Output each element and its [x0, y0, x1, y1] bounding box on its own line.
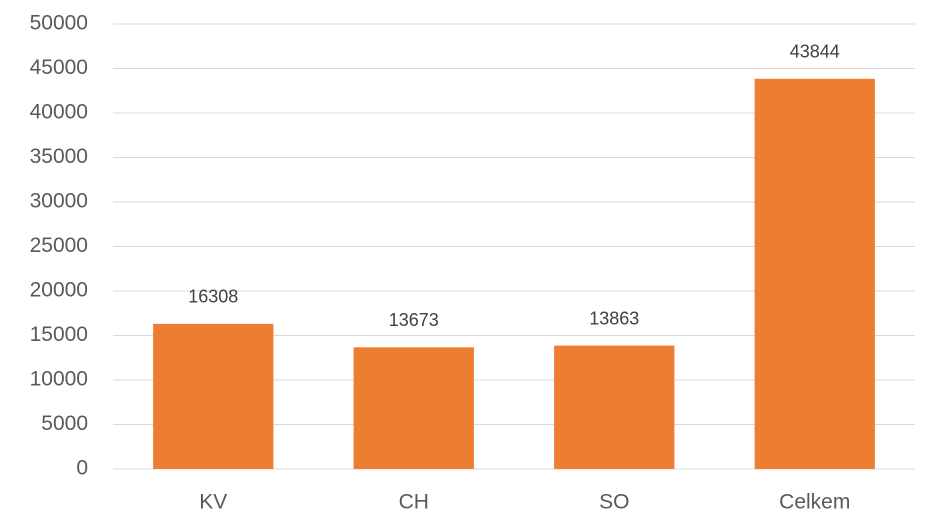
y-tick-label: 5000	[41, 412, 88, 435]
bar	[353, 347, 474, 469]
y-tick-label: 15000	[30, 323, 88, 346]
y-tick-label: 50000	[30, 12, 88, 35]
x-tick-label: CH	[399, 491, 429, 514]
bar	[554, 345, 675, 469]
data-label: 13863	[589, 308, 639, 328]
y-tick-label: 0	[76, 457, 88, 480]
y-tick-label: 30000	[30, 190, 88, 213]
data-label: 16308	[188, 287, 238, 307]
bar	[754, 78, 875, 470]
bar	[153, 323, 274, 469]
x-tick-label: SO	[599, 491, 629, 514]
x-tick-label: Celkem	[779, 491, 850, 514]
y-tick-label: 10000	[30, 368, 88, 391]
data-label: 13673	[389, 310, 439, 330]
data-label: 43844	[790, 42, 840, 62]
y-tick-label: 20000	[30, 279, 88, 302]
x-tick-label: KV	[199, 491, 227, 514]
y-tick-label: 40000	[30, 101, 88, 124]
y-tick-label: 45000	[30, 56, 88, 79]
y-tick-label: 35000	[30, 145, 88, 168]
y-tick-label: 25000	[30, 234, 88, 257]
